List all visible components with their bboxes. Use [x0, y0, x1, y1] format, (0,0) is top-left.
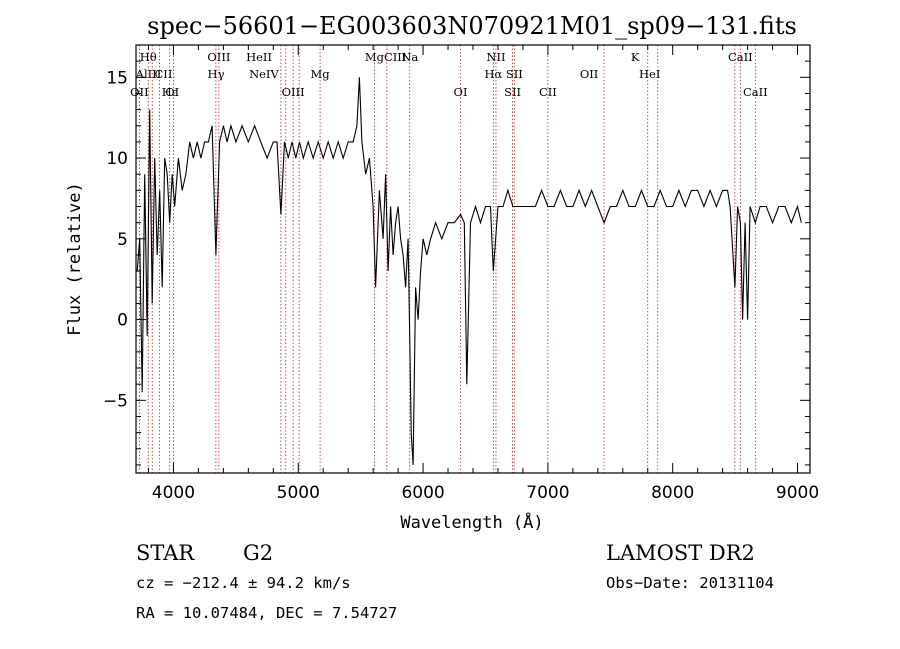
line-marker-label: OII	[580, 67, 599, 81]
object-subclass: G2	[243, 541, 273, 565]
line-marker-label: SII	[504, 85, 521, 99]
x-axis-ticks: 4000 5000 6000 7000 8000 9000	[147, 45, 819, 503]
line-marker-label: CII	[155, 67, 173, 81]
x-tick-label: 5000	[277, 483, 320, 503]
line-marker-label: K	[631, 50, 640, 64]
x-tick-label: 9000	[776, 483, 819, 503]
y-tick-label: 15	[106, 68, 128, 88]
line-marker-label: CII	[539, 85, 557, 99]
line-marker-label: Hε	[162, 85, 178, 99]
line-marker-label: CaII	[743, 85, 768, 99]
y-tick-label: 0	[117, 311, 128, 331]
line-marker-label: OIII	[207, 50, 230, 64]
redshift-info: cz = −212.4 ± 94.2 km/s	[136, 574, 351, 592]
line-marker-label: OII	[130, 85, 149, 99]
line-marker-label: Hγ	[208, 67, 225, 81]
line-marker-label: MgCIII	[365, 50, 407, 64]
x-axis-label: Wavelength (Å)	[400, 511, 543, 533]
x-tick-label: 7000	[526, 483, 569, 503]
line-marker-label: Hα	[484, 67, 502, 81]
line-marker-label: NII	[486, 50, 505, 64]
y-axis-ticks: −5 0 5 10 15	[103, 44, 810, 466]
y-tick-label: −5	[103, 391, 128, 411]
y-axis-label: Flux (relative)	[65, 182, 85, 336]
line-marker-label: Hθ	[140, 50, 157, 64]
x-tick-label: 4000	[152, 483, 195, 503]
chart-title: spec−56601−EG003603N070921M01_sp09−131.f…	[147, 12, 797, 40]
line-marker-label: NeIV	[249, 67, 279, 81]
line-marker-label: Mg	[311, 67, 331, 81]
object-class: STAR	[136, 541, 195, 565]
y-tick-label: 5	[117, 230, 128, 250]
y-tick-label: 10	[106, 149, 128, 169]
spectrum-series-line	[136, 77, 802, 465]
line-marker-label: HeI	[639, 67, 660, 81]
line-marker-label: HeII	[246, 50, 272, 64]
x-tick-label: 8000	[651, 483, 694, 503]
line-marker-label: OI	[165, 85, 179, 99]
coordinates: RA = 10.07484, DEC = 7.54727	[136, 604, 397, 622]
observation-date: Obs−Date: 20131104	[606, 574, 774, 592]
line-marker-label: Na	[401, 50, 418, 64]
emission-line-markers	[138, 45, 756, 473]
line-marker-label: OI	[454, 85, 468, 99]
x-tick-label: 6000	[401, 483, 444, 503]
plot-area-frame	[135, 44, 811, 474]
line-marker-label: OIII	[282, 85, 305, 99]
line-marker-label: CaII	[728, 50, 753, 64]
line-marker-label: SII	[506, 67, 523, 81]
survey-name: LAMOST DR2	[606, 541, 755, 565]
